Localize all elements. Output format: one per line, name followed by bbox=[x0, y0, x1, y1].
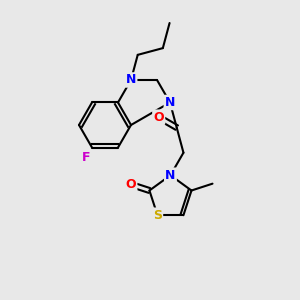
Text: O: O bbox=[126, 178, 136, 191]
Text: N: N bbox=[165, 96, 175, 109]
Text: S: S bbox=[153, 209, 162, 222]
Text: N: N bbox=[126, 74, 136, 86]
Text: N: N bbox=[165, 169, 176, 182]
Text: O: O bbox=[153, 111, 164, 124]
Text: F: F bbox=[82, 151, 91, 164]
